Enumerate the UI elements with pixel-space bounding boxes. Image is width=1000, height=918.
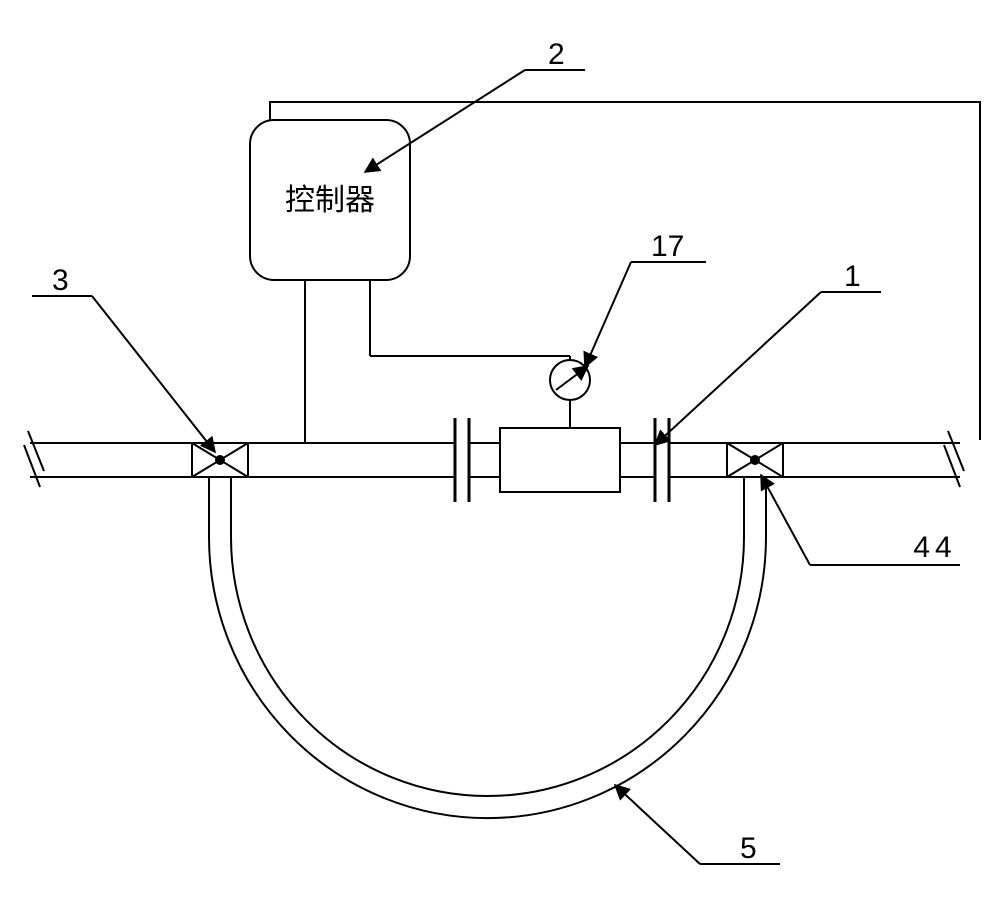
- leader-line: [761, 475, 810, 565]
- controller-label: 控制器: [285, 184, 375, 217]
- callout-label: 3: [52, 264, 69, 297]
- callout-label: 2: [548, 38, 565, 71]
- callout-label: 4: [913, 531, 930, 564]
- flange-left: [455, 418, 469, 502]
- leader-line: [615, 785, 700, 864]
- valve-right: [727, 443, 783, 477]
- valve-left: [192, 443, 248, 477]
- leader-line: [92, 296, 215, 452]
- bypass-outer: [209, 477, 766, 818]
- leader-line: [585, 262, 631, 367]
- diagram-canvas: 控制器 2 17 1 3 44 5: [0, 0, 1000, 918]
- bypass-inner: [231, 477, 744, 796]
- leader-line: [655, 292, 821, 445]
- wire-to-gauge: [410, 260, 550, 380]
- callout-label: 5: [740, 832, 757, 865]
- callout-label: 4: [935, 531, 952, 564]
- flange-right: [655, 418, 669, 502]
- callout-label: 1: [844, 260, 861, 293]
- callout-label: 17: [651, 230, 684, 263]
- device-box: [500, 428, 620, 492]
